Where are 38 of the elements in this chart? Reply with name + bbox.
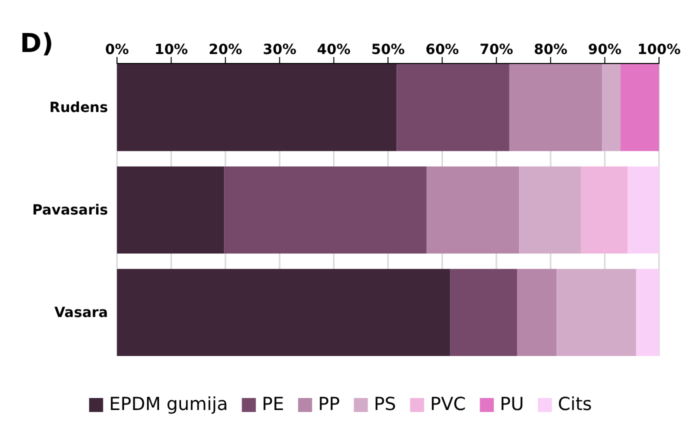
x-tick-label: 70% — [480, 42, 514, 58]
bar — [117, 64, 397, 152]
legend-label: PE — [262, 394, 284, 415]
x-tick-label: 20% — [208, 42, 242, 58]
x-tick-label: 10% — [154, 42, 188, 58]
bar — [602, 64, 621, 152]
x-tick-label: 100% — [637, 42, 681, 58]
x-tick-label: 50% — [371, 42, 405, 58]
y-tick-label: Pavasaris — [32, 202, 108, 218]
y-tick-label: Rudens — [49, 100, 108, 116]
chart-title: D) — [20, 29, 54, 59]
bar — [620, 64, 659, 152]
bar — [117, 166, 224, 254]
bar — [117, 268, 450, 356]
legend-label: PU — [500, 394, 524, 415]
legend-label: EPDM gumija — [109, 394, 228, 415]
legend-label: Cits — [558, 394, 592, 415]
legend-label: PS — [374, 394, 396, 415]
bar — [450, 268, 517, 356]
bar — [426, 166, 520, 254]
bar — [628, 166, 659, 254]
bar — [556, 268, 636, 356]
y-tick-label: Vasara — [54, 304, 108, 321]
x-tick-label: 60% — [425, 42, 459, 58]
legend-label: PVC — [430, 394, 466, 415]
x-tick-label: 30% — [262, 42, 296, 58]
x-tick-label: 80% — [534, 42, 568, 58]
bar — [636, 268, 659, 356]
legend-label: PP — [318, 394, 340, 415]
bar — [396, 64, 510, 152]
x-tick-label: 40% — [317, 42, 351, 58]
bar — [519, 166, 581, 254]
bar — [516, 268, 557, 356]
x-tick-label: 90% — [588, 42, 622, 58]
bar — [580, 166, 628, 254]
x-tick-label: 0% — [105, 42, 129, 58]
bar — [224, 166, 426, 254]
bar — [509, 64, 602, 152]
